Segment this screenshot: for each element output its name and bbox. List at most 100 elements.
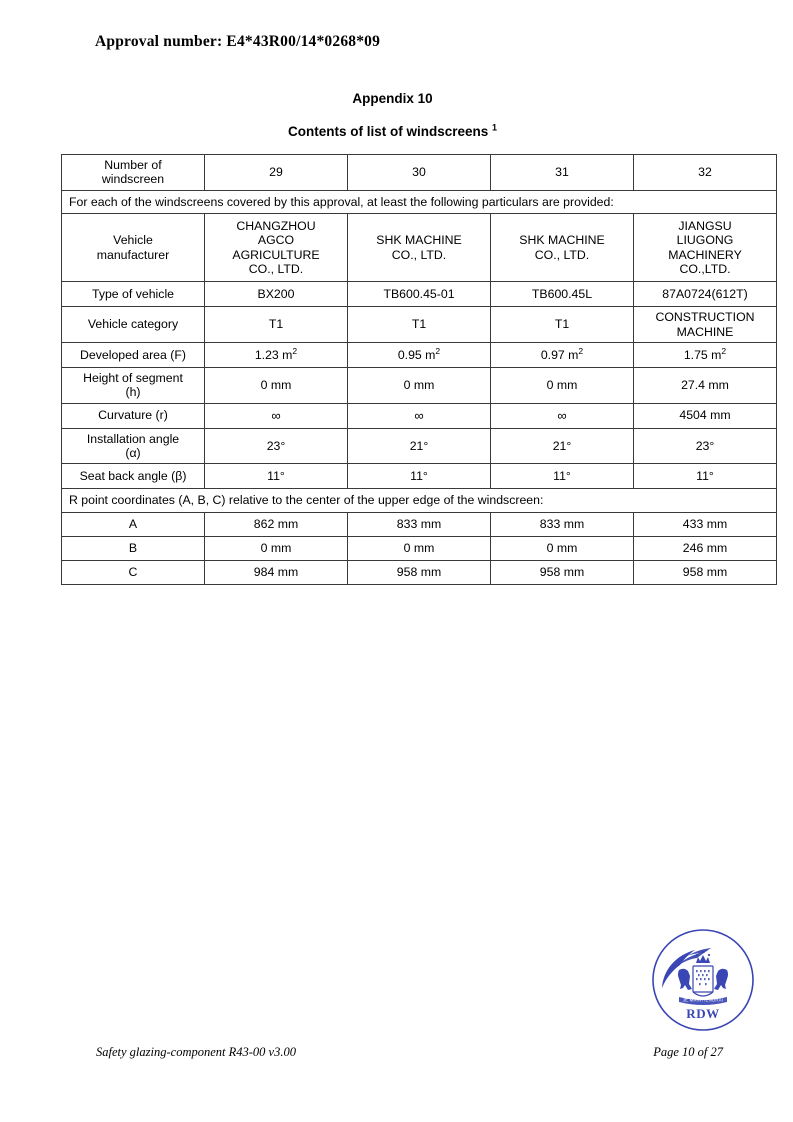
manufacturer-line: CO., LTD. xyxy=(534,247,590,262)
row-label-vehicle-manufacturer: Vehicle manufacturer xyxy=(61,213,205,283)
row-label-vehicle-category: Vehicle category xyxy=(61,306,205,343)
table-row-type-of-vehicle: Type of vehicle BX200 TB600.45-01 TB600.… xyxy=(61,281,777,308)
cell-seat-back-angle-2: 11° xyxy=(347,463,491,490)
area-value: 0.95 m xyxy=(397,348,436,363)
cell-type-2: TB600.45-01 xyxy=(347,281,491,308)
row-label-curvature: Curvature (r) xyxy=(61,402,205,429)
table-row-installation-angle: Installation angle (α) 23° 21° 21° 23° xyxy=(61,427,777,465)
cell-curvature-2: ∞ xyxy=(347,402,491,429)
manufacturer-line: CO., LTD. xyxy=(248,262,304,276)
cell-curvature-4: 4504 mm xyxy=(633,402,777,429)
cell-installation-angle-4: 23° xyxy=(633,427,777,465)
cell-installation-angle-3: 21° xyxy=(490,427,634,465)
category-line: MACHINE xyxy=(676,324,734,339)
rdw-stamp-seal: JE MAINTIENDRAI RDW xyxy=(649,926,757,1034)
cell-windscreen-number-3: 31 xyxy=(490,154,634,191)
cell-seat-back-angle-1: 11° xyxy=(204,463,348,490)
cell-area-1: 1.23 m2 xyxy=(204,341,348,368)
cell-rpoint-b-1: 0 mm xyxy=(204,535,348,561)
cell-type-3: TB600.45L xyxy=(490,281,634,308)
cell-rpoint-b-3: 0 mm xyxy=(490,535,634,561)
area-value: 1.75 m xyxy=(683,348,722,363)
note-particulars: For each of the windscreens covered by t… xyxy=(61,189,777,215)
cell-manufacturer-1: CHANGZHOU AGCO AGRICULTURE CO., LTD. xyxy=(204,213,348,283)
row-label-seat-back-angle: Seat back angle (β) xyxy=(61,463,205,490)
stamp-organization-text: RDW xyxy=(686,1006,720,1021)
cell-area-3: 0.97 m2 xyxy=(490,341,634,368)
row-label-rpoint-c: C xyxy=(61,559,205,585)
manufacturer-line: MACHINERY xyxy=(668,247,742,262)
cell-windscreen-number-2: 30 xyxy=(347,154,491,191)
table-row-curvature: Curvature (r) ∞ ∞ ∞ 4504 mm xyxy=(61,402,777,429)
cell-area-2: 0.95 m2 xyxy=(347,341,491,368)
note-rpoint: R point coordinates (A, B, C) relative t… xyxy=(61,488,777,513)
manufacturer-line: CO., LTD. xyxy=(391,247,447,262)
cell-type-1: BX200 xyxy=(204,281,348,308)
appendix-title: Appendix 10 xyxy=(0,91,793,106)
cell-category-1: T1 xyxy=(204,306,348,343)
cell-seat-back-angle-3: 11° xyxy=(490,463,634,490)
manufacturer-line: CO.,LTD. xyxy=(679,262,731,276)
area-exponent: 2 xyxy=(721,346,727,357)
manufacturer-line: SHK MACHINE xyxy=(376,233,462,248)
area-value: 1.23 m xyxy=(254,348,293,363)
cell-manufacturer-3: SHK MACHINE CO., LTD. xyxy=(490,213,634,283)
cell-area-4: 1.75 m2 xyxy=(633,341,777,368)
contents-title-text: Contents of list of windscreens xyxy=(287,123,489,139)
manufacturer-line: CHANGZHOU xyxy=(236,218,316,233)
row-label-installation-angle: Installation angle (α) xyxy=(61,427,205,465)
cell-installation-angle-1: 23° xyxy=(204,427,348,465)
area-exponent: 2 xyxy=(578,346,584,357)
cell-curvature-1: ∞ xyxy=(204,402,348,429)
windscreen-contents-table: Number of windscreen 29 30 31 32 For eac… xyxy=(61,154,777,585)
manufacturer-line: JIANGSU xyxy=(678,218,732,233)
label-line-2: (h) xyxy=(125,385,141,400)
area-exponent: 2 xyxy=(292,346,298,357)
manufacturer-line: SHK MACHINE xyxy=(519,233,605,248)
cell-segment-3: 0 mm xyxy=(490,366,634,404)
cell-rpoint-b-4: 246 mm xyxy=(633,535,777,561)
cell-seat-back-angle-4: 11° xyxy=(633,463,777,490)
cell-rpoint-b-2: 0 mm xyxy=(347,535,491,561)
row-label-rpoint-b: B xyxy=(61,535,205,561)
cell-rpoint-c-3: 958 mm xyxy=(490,559,634,585)
label-line-1: Height of segment xyxy=(83,370,183,385)
label-line-2: windscreen xyxy=(101,172,165,187)
table-row-vehicle-manufacturer: Vehicle manufacturer CHANGZHOU AGCO AGRI… xyxy=(61,213,777,283)
cell-windscreen-number-1: 29 xyxy=(204,154,348,191)
area-value: 0.97 m xyxy=(540,348,579,363)
label-line-1: Number of xyxy=(104,158,162,172)
manufacturer-line: LIUGONG xyxy=(676,233,734,248)
row-label-developed-area: Developed area (F) xyxy=(61,341,205,368)
cell-rpoint-c-4: 958 mm xyxy=(633,559,777,585)
row-label-type-of-vehicle: Type of vehicle xyxy=(61,281,205,308)
table-row-developed-area: Developed area (F) 1.23 m2 0.95 m2 0.97 … xyxy=(61,341,777,368)
row-label-height-of-segment: Height of segment (h) xyxy=(61,366,205,404)
area-exponent: 2 xyxy=(435,346,441,357)
rdw-seal-icon: JE MAINTIENDRAI RDW xyxy=(652,929,754,1031)
cell-manufacturer-2: SHK MACHINE CO., LTD. xyxy=(347,213,491,283)
table-row-vehicle-category: Vehicle category T1 T1 T1 CONSTRUCTION M… xyxy=(61,306,777,343)
label-line-2: manufacturer xyxy=(96,247,170,262)
footer-document-reference: Safety glazing-component R43-00 v3.00 xyxy=(96,1045,296,1059)
cell-rpoint-c-2: 958 mm xyxy=(347,559,491,585)
label-line-2: (α) xyxy=(125,446,141,460)
table-row-rpoint-c: C 984 mm 958 mm 958 mm 958 mm xyxy=(61,559,777,585)
table-row-rpoint-note: R point coordinates (A, B, C) relative t… xyxy=(61,488,777,513)
cell-category-3: T1 xyxy=(490,306,634,343)
contents-title-footnote-marker: 1 xyxy=(492,122,498,132)
cell-rpoint-c-1: 984 mm xyxy=(204,559,348,585)
cell-segment-4: 27.4 mm xyxy=(633,366,777,404)
table-row-windscreen-number: Number of windscreen 29 30 31 32 xyxy=(61,154,777,191)
table-row-rpoint-b: B 0 mm 0 mm 0 mm 246 mm xyxy=(61,535,777,561)
cell-segment-2: 0 mm xyxy=(347,366,491,404)
row-label-rpoint-a: A xyxy=(61,511,205,537)
cell-category-4: CONSTRUCTION MACHINE xyxy=(633,306,777,343)
appendix-title-text: Appendix 10 xyxy=(352,91,433,106)
row-label-windscreen-number: Number of windscreen xyxy=(61,154,205,191)
table-row-height-of-segment: Height of segment (h) 0 mm 0 mm 0 mm 27.… xyxy=(61,366,777,404)
category-line: CONSTRUCTION xyxy=(655,310,755,325)
approval-number: Approval number: E4*43R00/14*0268*09 xyxy=(95,33,381,50)
cell-type-4: 87A0724(612T) xyxy=(633,281,777,308)
